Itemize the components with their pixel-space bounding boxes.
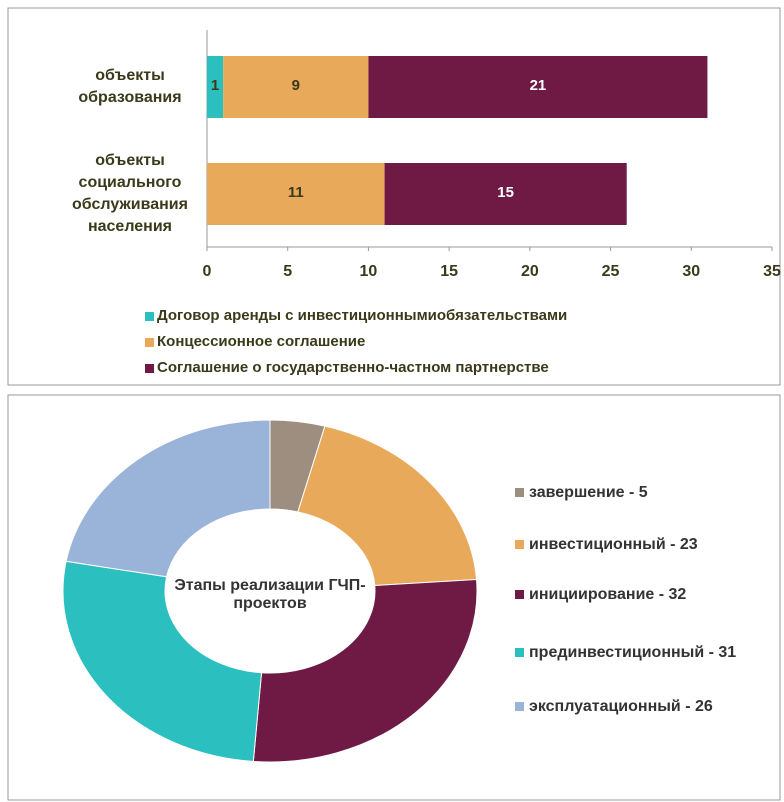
bar-segment <box>368 56 708 118</box>
x-tick-label: 15 <box>440 263 459 280</box>
legend-label: инициирование - 32 <box>529 586 687 603</box>
bar-segment <box>207 56 224 118</box>
donut-segment <box>297 425 478 587</box>
x-tick-label: 30 <box>682 263 701 280</box>
data-label: 1 <box>210 77 220 94</box>
donut-segment <box>62 560 263 762</box>
data-label: 11 <box>287 184 304 201</box>
x-tick-label: 20 <box>520 263 539 280</box>
data-label: 15 <box>497 184 514 201</box>
x-tick-label: 25 <box>601 263 620 280</box>
legend-swatch <box>515 702 524 711</box>
legend-label: Договор аренды с инвестиционнымиобязател… <box>157 307 568 324</box>
legend-swatch <box>515 540 524 549</box>
legend-swatch <box>515 648 524 657</box>
data-label: 21 <box>529 77 547 94</box>
chart-frame <box>7 394 781 801</box>
legend-label: эксплуатационный - 26 <box>529 698 713 715</box>
legend-swatch <box>145 338 154 347</box>
bar-segment <box>207 163 385 225</box>
donut-title: Этапы реализации ГЧП-проектов <box>174 577 366 612</box>
legend-label: инвестиционный - 23 <box>529 536 698 553</box>
donut-segment <box>252 579 478 763</box>
legend-swatch <box>515 590 524 599</box>
x-tick-label: 10 <box>359 263 378 280</box>
category-label: объекты социального обслуживания населен… <box>72 152 188 235</box>
x-tick-label: 0 <box>202 263 212 280</box>
legend-label: Концессионное соглашение <box>157 333 366 350</box>
donut-segment <box>65 419 271 578</box>
data-label: 9 <box>291 77 300 94</box>
bar-segment <box>223 56 369 118</box>
x-tick-label: 5 <box>283 263 293 280</box>
legend-swatch <box>145 312 154 321</box>
legend-swatch <box>515 488 524 497</box>
legend-swatch <box>145 364 154 373</box>
category-label: объекты образования <box>78 67 182 106</box>
legend-label: Соглашение о государственно-частном парт… <box>157 359 549 376</box>
x-tick-label: 35 <box>763 263 781 280</box>
legend-label: завершение - 5 <box>529 484 648 501</box>
chart-frame <box>7 7 781 386</box>
legend-label: прединвестиционный - 31 <box>529 644 737 661</box>
bar-segment <box>384 163 627 225</box>
